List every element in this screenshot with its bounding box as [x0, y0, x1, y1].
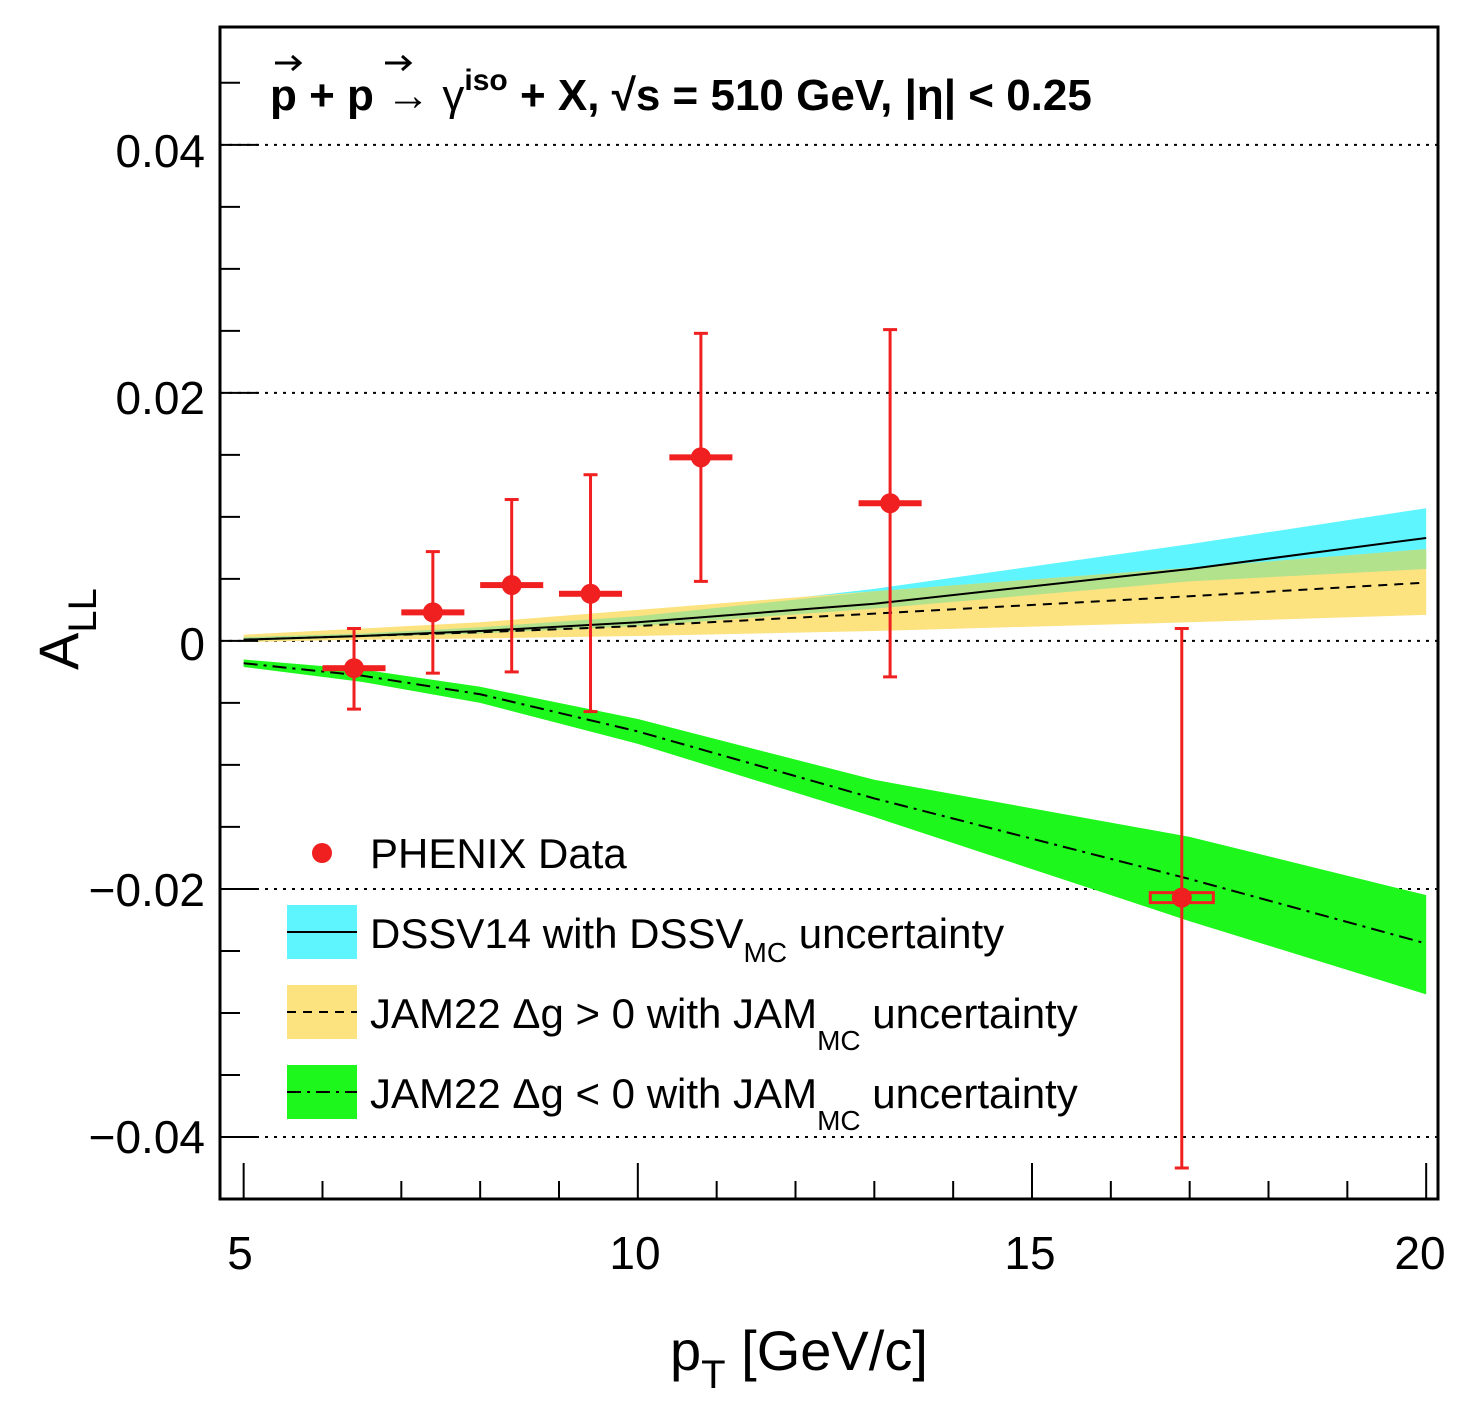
axis-ticks	[220, 81, 1428, 1200]
legend-entry-phenix: PHENIX Data	[370, 830, 627, 877]
x-tick-label: 10	[609, 1227, 660, 1279]
y-tick-label: 0.02	[115, 372, 205, 424]
data-marker	[690, 447, 711, 468]
legend-jam-neg-main: JAM22 Δg < 0 with JAM	[370, 1070, 817, 1117]
data-point	[558, 473, 623, 714]
data-marker	[344, 658, 365, 679]
legend-dssv-sub: MC	[744, 937, 788, 968]
data-point	[480, 498, 544, 674]
grid-lines	[220, 143, 1438, 1138]
title-beam2: p	[347, 71, 374, 120]
y-axis-title-main: A	[27, 632, 90, 670]
title-gamma: γ	[442, 71, 464, 120]
title-text: p + p → γiso + X, √s = 510 GeV, |η| < 0.…	[270, 64, 1092, 121]
jam22-positive-central-line	[243, 581, 1427, 641]
legend-jam-pos-after: uncertainty	[861, 990, 1078, 1037]
legend-jam-neg-after: uncertainty	[861, 1070, 1078, 1117]
y-tick-label: −0.04	[89, 1111, 205, 1163]
data-point	[322, 627, 386, 711]
y-tick-labels: 0.04 0.02 0 −0.02 −0.04	[89, 125, 205, 1163]
plot-title: p + p → γiso + X, √s = 510 GeV, |η| < 0.…	[270, 54, 1092, 121]
legend-jam-neg-sub: MC	[817, 1105, 861, 1136]
y-tick-label: 0	[179, 618, 205, 670]
plot-frame	[218, 25, 1440, 1201]
legend-jam-pos-sub: MC	[817, 1025, 861, 1056]
arrow-icon	[385, 54, 413, 72]
data-point	[1148, 627, 1215, 1170]
title-sqrt-s: √s	[612, 71, 661, 120]
y-tick-label: 0.04	[115, 125, 205, 177]
x-axis-title: pT [GeV/c]	[670, 1319, 928, 1397]
title-arrow: →	[374, 71, 442, 120]
legend-entry-dssv: DSSV14 with DSSVMC uncertainty	[370, 910, 1004, 968]
legend-data-marker	[312, 843, 332, 863]
jam22-negative-central-line	[243, 662, 1427, 945]
x-axis-title-main: p	[670, 1319, 701, 1382]
legend-dssv-after: uncertainty	[787, 910, 1004, 957]
beam-polarization-arrows	[275, 54, 413, 72]
x-tick-label: 20	[1394, 1227, 1445, 1279]
data-marker	[1171, 887, 1192, 908]
data-marker	[422, 602, 443, 623]
legend: PHENIX Data DSSV14 with DSSVMC uncertain…	[287, 830, 1078, 1136]
legend-entry-jam-neg: JAM22 Δg < 0 with JAMMC uncertainty	[370, 1070, 1078, 1136]
legend-dssv-main: DSSV14 with DSSV	[370, 910, 744, 957]
x-axis-title-sub: T	[701, 1353, 725, 1397]
y-tick-label: −0.02	[89, 864, 205, 916]
data-point	[858, 328, 922, 679]
data-point	[401, 550, 465, 675]
data-point	[669, 331, 733, 583]
y-axis-title: ALL	[27, 588, 105, 670]
data-marker	[501, 575, 522, 596]
x-tick-label: 15	[1004, 1227, 1055, 1279]
title-iso: iso	[464, 64, 507, 97]
x-axis-title-rest: [GeV/c]	[726, 1319, 928, 1382]
title-plus: +	[297, 71, 347, 120]
legend-jam-pos-main: JAM22 Δg > 0 with JAM	[370, 990, 817, 1037]
x-tick-labels: 5 10 15 20	[227, 1227, 1445, 1279]
y-axis-title-sub: LL	[61, 588, 105, 633]
title-beam1: p	[270, 71, 297, 120]
title-energy-eta: = 510 GeV, |η| < 0.25	[660, 71, 1092, 121]
legend-entry-jam-pos: JAM22 Δg > 0 with JAMMC uncertainty	[370, 990, 1078, 1056]
phenix-data-points	[322, 328, 1215, 1170]
arrow-icon	[275, 54, 303, 72]
theory-bands	[243, 508, 1427, 995]
data-marker	[880, 493, 901, 514]
title-rest: + X,	[508, 71, 612, 120]
data-marker	[580, 583, 601, 604]
x-tick-label: 5	[227, 1227, 253, 1279]
